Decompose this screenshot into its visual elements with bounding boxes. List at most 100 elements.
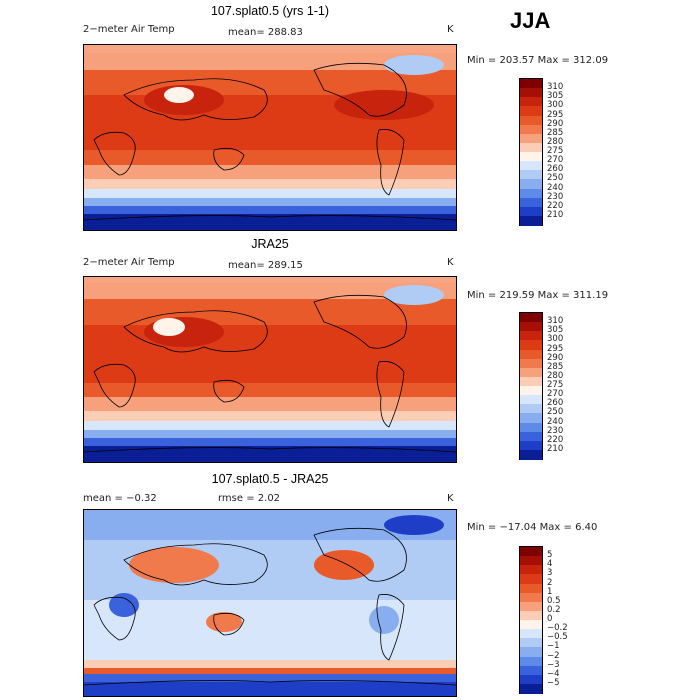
colorbar-tick-label: 210: [547, 443, 564, 454]
panel-1-map: [83, 44, 457, 231]
colorbar-cell: [520, 197, 542, 208]
colorbar-tick-label: 295: [547, 343, 564, 354]
panel-1-mean-label: mean= 288.83: [228, 27, 303, 38]
colorbar-cell: [520, 431, 542, 442]
panel-2-colorbar: [519, 312, 543, 460]
colorbar-tick-label: 305: [547, 325, 564, 336]
panel-2-title: JRA25: [251, 237, 289, 251]
colorbar-cell: [520, 115, 542, 126]
panel-2-minmax: Min = 219.59 Max = 311.19: [467, 290, 609, 301]
panel-3-colorbar: [519, 546, 543, 694]
panel-1-minmax: Min = 203.57 Max = 312.09: [467, 55, 609, 66]
colorbar-cell: [520, 340, 542, 350]
colorbar-cell: [520, 547, 542, 557]
colorbar-tick-label: 0.2: [547, 604, 561, 615]
colorbar-tick-label: 275: [547, 146, 564, 156]
colorbar-cell: [520, 674, 542, 685]
colorbar-cell: [520, 683, 542, 694]
colorbar-tick-label: 3: [547, 568, 553, 579]
colorbar-cell: [520, 142, 542, 153]
colorbar-cell: [520, 215, 542, 226]
colorbar-cell: [520, 583, 542, 594]
colorbar-cell: [520, 610, 542, 621]
colorbar-tick-label: 250: [547, 407, 564, 418]
colorbar-cell: [520, 322, 542, 332]
colorbar-cell: [520, 106, 542, 116]
colorbar-cell: [520, 124, 542, 135]
colorbar-tick-label: 310: [547, 82, 564, 93]
colorbar-cell: [520, 413, 542, 423]
panel-1-title: 107.splat0.5 (yrs 1-1): [210, 4, 330, 18]
colorbar-tick-label: 270: [547, 389, 564, 400]
colorbar-tick-label: 285: [547, 361, 564, 372]
colorbar-tick-label: 285: [547, 127, 564, 138]
colorbar-tick-label: 0: [547, 614, 553, 624]
colorbar-tick-label: −5: [547, 677, 560, 688]
colorbar-cell: [520, 161, 542, 171]
colorbar-tick-label: 295: [547, 109, 564, 120]
colorbar-tick-label: 260: [547, 398, 564, 409]
panel-3-units: K: [447, 493, 454, 504]
colorbar-tick-label: 290: [547, 118, 564, 129]
colorbar-cell: [520, 656, 542, 667]
colorbar-tick-label: 230: [547, 425, 564, 436]
colorbar-tick-label: 220: [547, 434, 564, 445]
panel-2-map: [83, 276, 457, 463]
colorbar-cell: [520, 556, 542, 566]
colorbar-cell: [520, 620, 542, 630]
panel-1-units: K: [447, 24, 454, 35]
colorbar-tick-label: −0.5: [547, 632, 568, 643]
colorbar-tick-label: 300: [547, 334, 564, 345]
panel-3-map: [83, 509, 457, 697]
colorbar-cell: [520, 574, 542, 584]
colorbar-tick-label: 300: [547, 100, 564, 111]
colorbar-cell: [520, 152, 542, 162]
colorbar-cell: [520, 358, 542, 369]
panel-3-minmax: Min = −17.04 Max = 6.40: [467, 522, 598, 533]
panel-3-rmse-label: rmse = 2.02: [218, 493, 281, 504]
colorbar-cell: [520, 592, 542, 603]
colorbar-cell: [520, 422, 542, 433]
colorbar-cell: [520, 170, 542, 180]
colorbar-cell: [520, 665, 542, 676]
colorbar-cell: [520, 97, 542, 107]
panel-1-colorbar: [519, 78, 543, 226]
colorbar-tick-label: 230: [547, 191, 564, 202]
colorbar-tick-label: 5: [547, 550, 553, 561]
colorbar-tick-label: 290: [547, 352, 564, 363]
panel-2-mean-label: mean= 289.15: [228, 260, 303, 271]
colorbar-tick-label: −3: [547, 659, 560, 670]
colorbar-tick-label: 280: [547, 136, 564, 147]
colorbar-cell: [520, 331, 542, 341]
colorbar-cell: [520, 376, 542, 387]
colorbar-cell: [520, 313, 542, 323]
colorbar-cell: [520, 449, 542, 460]
season-label: JJA: [510, 8, 551, 33]
colorbar-tick-label: −1: [547, 641, 560, 652]
colorbar-cell: [520, 367, 542, 378]
colorbar-cell: [520, 133, 542, 144]
colorbar-cell: [520, 206, 542, 217]
colorbar-cell: [520, 404, 542, 414]
panel-1-variable-label: 2−meter Air Temp: [83, 24, 175, 35]
colorbar-tick-label: 260: [547, 164, 564, 175]
colorbar-cell: [520, 88, 542, 98]
colorbar-cell: [520, 395, 542, 405]
colorbar-cell: [520, 638, 542, 648]
colorbar-cell: [520, 179, 542, 189]
colorbar-tick-label: 250: [547, 173, 564, 184]
colorbar-tick-label: 210: [547, 209, 564, 220]
colorbar-tick-label: 1: [547, 586, 553, 597]
colorbar-tick-label: 310: [547, 316, 564, 327]
colorbar-cell: [520, 188, 542, 199]
colorbar-tick-label: 0.5: [547, 595, 561, 606]
colorbar-cell: [520, 601, 542, 612]
colorbar-cell: [520, 386, 542, 396]
colorbar-tick-label: 305: [547, 91, 564, 102]
colorbar-tick-label: 270: [547, 155, 564, 166]
panel-3-title: 107.splat0.5 - JRA25: [211, 472, 329, 486]
colorbar-tick-label: −0.2: [547, 623, 568, 634]
colorbar-cell: [520, 629, 542, 639]
colorbar-tick-label: 275: [547, 380, 564, 390]
colorbar-tick-label: −2: [547, 650, 560, 661]
